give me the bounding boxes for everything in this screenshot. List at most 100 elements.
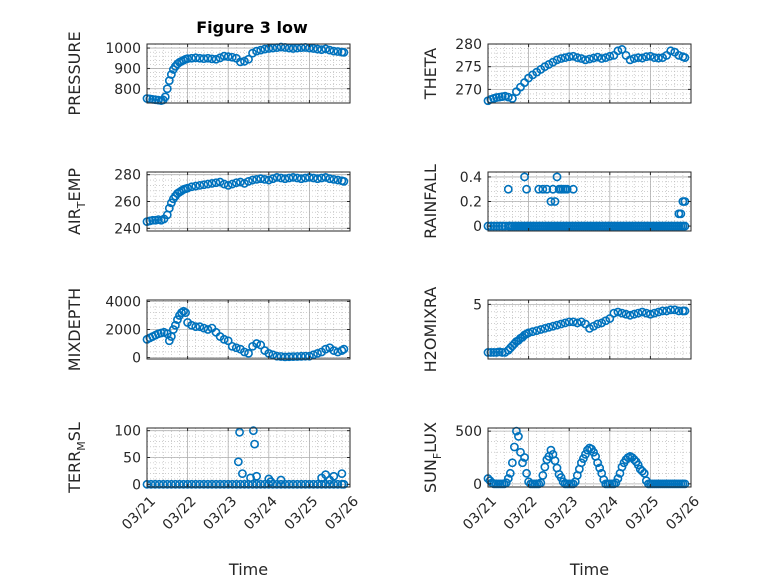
data-point bbox=[199, 479, 209, 489]
data-point bbox=[540, 324, 550, 333]
data-point bbox=[284, 479, 294, 489]
data-point bbox=[175, 479, 184, 489]
data-point bbox=[304, 351, 314, 361]
data-point bbox=[148, 215, 158, 225]
data-point bbox=[203, 53, 213, 63]
data-point bbox=[633, 460, 643, 470]
data-point bbox=[568, 51, 578, 61]
data-point bbox=[231, 479, 241, 489]
data-series bbox=[483, 305, 690, 357]
data-point bbox=[256, 479, 266, 489]
data-point bbox=[160, 92, 170, 102]
data-point bbox=[585, 54, 594, 64]
data-point bbox=[536, 325, 546, 334]
data-point bbox=[252, 471, 262, 481]
data-point bbox=[666, 46, 676, 56]
y-axis-label: AIRTEMP bbox=[65, 168, 88, 235]
data-point bbox=[589, 53, 598, 63]
data-point bbox=[203, 179, 213, 189]
data-point bbox=[548, 321, 558, 331]
data-point bbox=[503, 474, 513, 483]
y-tick-label: 280 bbox=[114, 168, 141, 184]
data-point bbox=[195, 322, 205, 332]
data-point bbox=[593, 52, 603, 62]
data-point bbox=[538, 471, 548, 480]
data-point bbox=[680, 306, 690, 316]
tick-marks bbox=[487, 428, 692, 487]
data-point bbox=[309, 350, 318, 360]
subplot-h2omixra: 5 H2OMIXRA bbox=[421, 287, 692, 373]
data-point bbox=[593, 319, 603, 329]
data-point bbox=[238, 469, 247, 478]
data-point bbox=[625, 310, 635, 320]
data-point bbox=[325, 174, 335, 184]
data-point bbox=[280, 174, 290, 184]
y-axis-label-main: TERR bbox=[65, 451, 84, 494]
data-point bbox=[556, 54, 566, 63]
y-tick-label: 800 bbox=[114, 82, 141, 98]
data-point bbox=[207, 54, 217, 64]
subplot-pressure: 800 900 1000 PRESSURE bbox=[65, 31, 351, 116]
y-tick-label: 275 bbox=[455, 60, 482, 76]
subplot-mixdepth: 0 2000 4000 MIXDEPTH bbox=[65, 288, 351, 371]
data-point bbox=[317, 173, 326, 183]
data-point bbox=[321, 172, 331, 182]
tick-marks bbox=[146, 428, 351, 487]
data-point bbox=[339, 47, 349, 57]
data-point bbox=[497, 221, 507, 231]
data-point bbox=[617, 308, 627, 318]
data-point bbox=[227, 341, 237, 351]
data-point bbox=[333, 479, 343, 489]
data-point bbox=[280, 352, 290, 362]
data-point bbox=[272, 172, 282, 182]
data-point bbox=[613, 474, 623, 483]
data-point bbox=[524, 328, 533, 338]
data-point bbox=[256, 340, 266, 350]
data-point bbox=[489, 348, 499, 357]
data-point bbox=[296, 351, 306, 361]
data-point bbox=[244, 176, 253, 186]
data-point bbox=[233, 457, 243, 467]
plot-area bbox=[488, 44, 691, 103]
data-point bbox=[611, 478, 621, 488]
y-tick-label: 0.4 bbox=[460, 170, 482, 186]
data-point bbox=[199, 54, 209, 64]
data-point bbox=[507, 94, 517, 103]
data-point bbox=[564, 317, 574, 327]
y-axis-label-subscript: M bbox=[75, 441, 88, 451]
data-point bbox=[552, 55, 562, 65]
data-point bbox=[164, 336, 174, 346]
data-point bbox=[625, 55, 635, 65]
data-point bbox=[207, 178, 217, 188]
data-point bbox=[250, 439, 259, 449]
axes-frame bbox=[487, 299, 692, 360]
data-point bbox=[266, 477, 276, 487]
data-point bbox=[296, 479, 306, 489]
data-point bbox=[550, 197, 560, 206]
data-point bbox=[276, 173, 286, 183]
data-point bbox=[223, 479, 233, 489]
y-axis-label-rest: SL bbox=[65, 422, 84, 441]
data-point bbox=[676, 209, 686, 219]
data-point bbox=[597, 54, 607, 63]
data-series bbox=[142, 306, 349, 362]
data-point bbox=[637, 307, 647, 317]
data-point bbox=[288, 352, 298, 362]
y-axis-label: H2OMIXRA bbox=[421, 287, 440, 373]
data-point bbox=[518, 458, 527, 468]
data-point bbox=[321, 470, 331, 480]
data-point bbox=[164, 203, 174, 213]
data-point bbox=[560, 53, 570, 63]
data-point bbox=[256, 45, 266, 55]
x-axis-label: Time bbox=[569, 560, 609, 579]
data-point bbox=[544, 322, 554, 332]
data-point bbox=[240, 347, 249, 357]
data-point bbox=[629, 54, 639, 63]
data-point bbox=[629, 309, 639, 319]
data-point bbox=[325, 45, 335, 55]
data-point bbox=[162, 479, 172, 489]
data-point bbox=[313, 479, 322, 489]
data-point bbox=[183, 54, 192, 64]
data-point bbox=[486, 348, 496, 357]
data-point bbox=[199, 180, 209, 190]
